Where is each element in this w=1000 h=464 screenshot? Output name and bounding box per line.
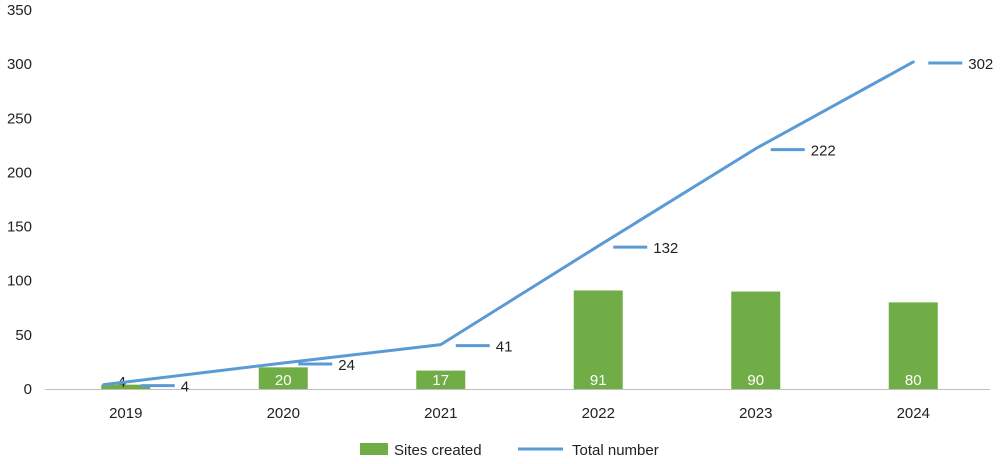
bar-data-label: 90 [747,372,764,389]
y-tick-label: 350 [7,2,32,19]
y-tick-label: 250 [7,110,32,127]
bar-sites-created-2023 [731,291,781,389]
x-tick-label: 2019 [109,405,142,422]
line-data-label: 4 [181,379,189,396]
line-data-label: 41 [496,339,513,356]
y-tick-label: 100 [7,273,32,290]
line-data-label: 302 [968,56,993,73]
y-tick-label: 150 [7,219,32,236]
line-series-total-number [102,60,915,387]
x-axis-tick-labels: 2019 2020 2021 2022 2023 2024 [109,405,930,422]
y-axis-tick-labels: 0 50 100 150 200 250 300 350 [7,2,32,398]
y-tick-label: 200 [7,164,32,181]
y-tick-label: 300 [7,56,32,73]
bar-sites-created-2024 [888,302,938,389]
bar-sites-created-2021 [416,370,466,389]
legend-swatch-sites-created [360,443,388,455]
bar-sites-created-2022 [573,290,623,389]
line-data-label: 132 [653,240,678,257]
bar-series [101,290,938,389]
bar-data-label: 17 [432,372,449,389]
legend-label-sites-created: Sites created [394,442,482,459]
y-tick-label: 50 [15,327,32,344]
x-tick-label: 2022 [582,405,615,422]
bar-data-label: 20 [275,372,292,389]
x-tick-label: 2023 [739,405,772,422]
bar-data-label: 91 [590,372,607,389]
line-data-label: 24 [338,357,355,374]
legend: Sites created Total number [360,442,659,459]
y-tick-label: 0 [24,381,32,398]
x-tick-label: 2024 [897,405,930,422]
bar-sites-created-2020 [258,367,308,389]
x-tick-label: 2020 [267,405,300,422]
bar-data-label: 80 [905,372,922,389]
line-data-labels: 4 24 41 132 222 302 [140,56,993,396]
bar-data-labels: 4 20 17 91 90 80 [118,372,922,391]
line-data-label: 222 [811,143,836,160]
legend-label-total-number: Total number [572,442,659,459]
bar-sites-created-2019 [101,384,151,389]
x-tick-label: 2021 [424,405,457,422]
